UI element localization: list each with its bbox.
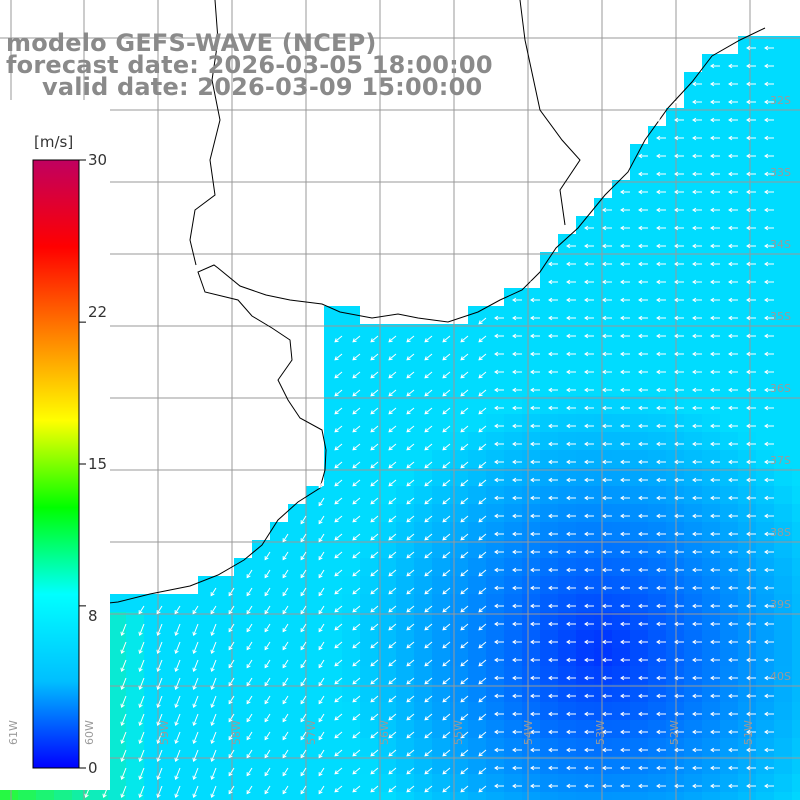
colorbar-tick-0: 0 <box>88 759 98 777</box>
lat-label: 34S <box>770 238 791 251</box>
model-title: modelo GEFS-WAVE (NCEP) <box>6 29 377 57</box>
lon-label: 52W <box>668 720 681 745</box>
colorbar-tick-15: 15 <box>88 455 108 473</box>
wind-arrows <box>84 9 774 799</box>
wind-speed-field <box>0 36 800 800</box>
forecast-date: forecast date: 2026-03-05 18:00:00 <box>6 51 493 79</box>
lon-label: 51W <box>742 720 755 745</box>
lon-label: 56W <box>378 720 391 745</box>
colorbar-unit: [m/s] <box>34 133 74 151</box>
lat-label: 38S <box>770 526 791 539</box>
border-line <box>189 0 221 266</box>
lat-label: 37S <box>770 454 791 467</box>
colorbar-tick-30: 30 <box>88 151 108 169</box>
coastline <box>0 27 766 626</box>
lon-label: 60W <box>83 720 96 745</box>
colorbar-tick-8: 8 <box>88 607 98 625</box>
lon-label: 53W <box>594 720 607 745</box>
lat-label: 40S <box>770 670 791 683</box>
border-line <box>519 0 581 226</box>
lon-label: 57W <box>305 720 318 745</box>
lon-label: 58W <box>230 720 243 745</box>
lon-label: 55W <box>452 720 465 745</box>
colorbar-tick-22: 22 <box>88 303 108 321</box>
lat-label: 35S <box>770 310 791 323</box>
lon-label: 54W <box>522 720 535 745</box>
colorbar <box>32 159 80 769</box>
lat-label: 33S <box>770 166 791 179</box>
lat-label: 39S <box>770 598 791 611</box>
lat-label: 32S <box>770 94 791 107</box>
lon-label: 59W <box>158 720 171 745</box>
lon-label: 61W <box>7 720 20 745</box>
valid-date: valid date: 2026-03-09 15:00:00 <box>42 73 483 101</box>
lat-label: 36S <box>770 382 791 395</box>
